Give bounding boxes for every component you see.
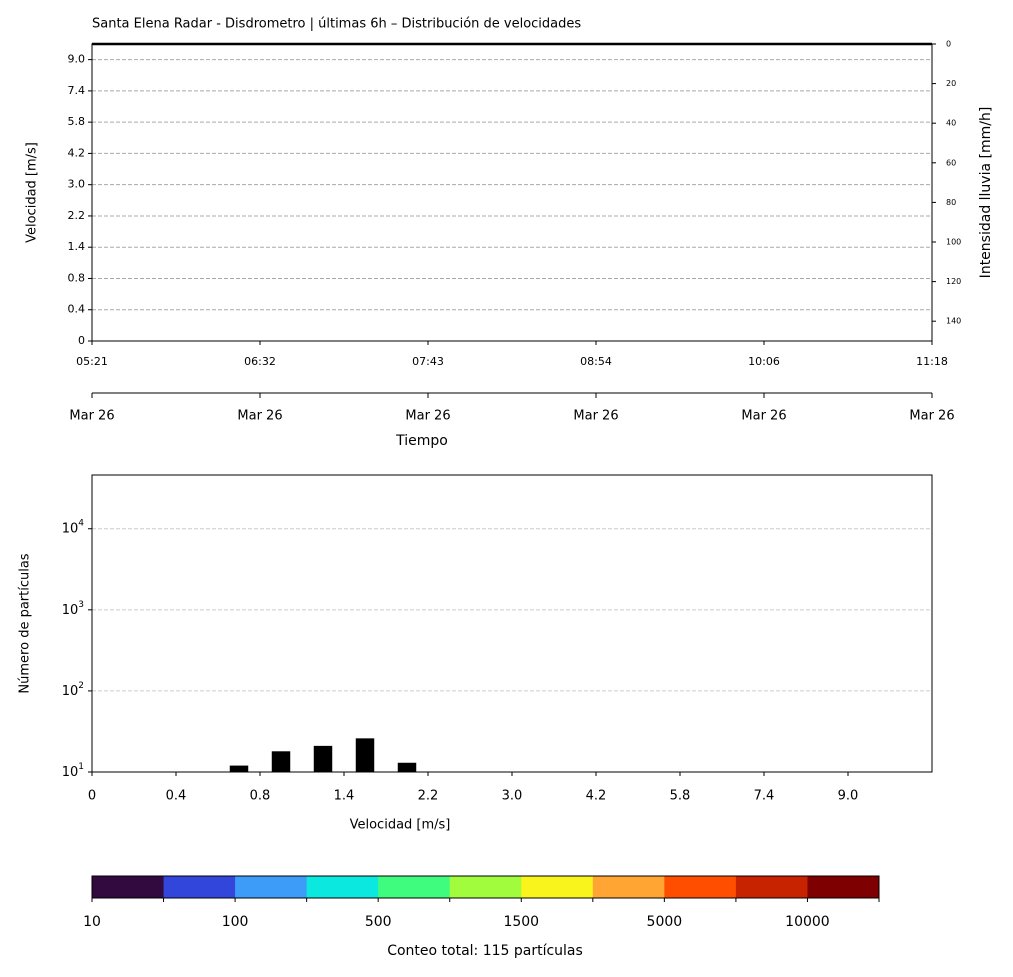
- y-tick-label: 9.0: [68, 53, 86, 66]
- colorbar-segment: [378, 876, 451, 898]
- colorbar-tick-label: 100: [222, 914, 249, 930]
- date-tick-label: Mar 26: [405, 409, 450, 424]
- y2-tick-label: 120: [946, 277, 961, 286]
- y-axis-label: Número de partículas: [18, 553, 33, 693]
- x-tick-label: 0: [88, 789, 96, 804]
- y2-tick-label: 20: [946, 79, 956, 88]
- y-tick-label: 103: [62, 599, 84, 617]
- x-axis-label: Tiempo: [395, 433, 448, 449]
- colorbar-segment: [92, 876, 165, 898]
- bar: [229, 765, 249, 772]
- y2-tick-label: 0: [946, 40, 951, 49]
- x-tick-label: 1.4: [334, 789, 355, 804]
- x-tick-label: 06:32: [244, 355, 276, 368]
- x-tick-label: 5.8: [670, 789, 691, 804]
- bar: [271, 751, 291, 772]
- tick-base: 10: [62, 602, 79, 617]
- colorbar-label: Conteo total: 115 partículas: [387, 943, 583, 959]
- y-tick-label: 104: [62, 518, 85, 536]
- y-tick-label: 102: [62, 680, 84, 698]
- y2-tick-label: 80: [946, 198, 956, 207]
- colorbar-tick-label: 10000: [785, 914, 830, 930]
- y-tick-label: 0: [78, 334, 85, 347]
- x-tick-label: 9.0: [838, 789, 859, 804]
- colorbar-segment: [449, 876, 522, 898]
- date-tick-label: Mar 26: [741, 409, 786, 424]
- y-tick-label: 0.4: [68, 303, 86, 316]
- y-tick-label: 2.2: [68, 209, 86, 222]
- colorbar-tick-label: 500: [365, 914, 392, 930]
- colorbar-segment: [235, 876, 308, 898]
- x-tick-label: 3.0: [502, 789, 523, 804]
- y-tick-label: 7.4: [68, 84, 86, 97]
- colorbar-tick-label: 10: [83, 914, 101, 930]
- y-tick-label: 3.0: [68, 178, 86, 191]
- y-tick-label: 0.8: [68, 271, 86, 284]
- plot-frame: [91, 474, 933, 773]
- x-axis-label: Velocidad [m/s]: [350, 818, 451, 833]
- colorbar-tick-label: 1500: [503, 914, 539, 930]
- colorbar-segment: [306, 876, 379, 898]
- date-tick-label: Mar 26: [573, 409, 618, 424]
- date-tick-label: Mar 26: [69, 409, 114, 424]
- tick-base: 10: [62, 521, 79, 536]
- x-tick-label: 4.2: [586, 789, 607, 804]
- y2-tick-label: 60: [946, 158, 956, 167]
- date-tick-label: Mar 26: [909, 409, 954, 424]
- colorbar-segment: [163, 876, 236, 898]
- tick-exponent: 4: [78, 518, 84, 528]
- colorbar-segment: [735, 876, 808, 898]
- x-tick-label: 05:21: [76, 355, 108, 368]
- x-tick-label: 2.2: [418, 789, 439, 804]
- y2-axis-label: Intensidad lluvia [mm/h]: [978, 107, 994, 279]
- tick-exponent: 2: [78, 680, 84, 690]
- x-tick-label: 10:06: [748, 355, 780, 368]
- colorbar-segment: [664, 876, 737, 898]
- y-tick-label: 4.2: [68, 146, 86, 159]
- bar: [355, 738, 375, 772]
- bar: [313, 745, 333, 772]
- colorbar-tick-label: 5000: [647, 914, 683, 930]
- x-tick-label: 0.4: [166, 789, 187, 804]
- y2-tick-label: 100: [946, 238, 961, 247]
- colorbar-segment: [592, 876, 665, 898]
- bar: [397, 762, 417, 772]
- y-tick-label: 1.4: [68, 240, 86, 253]
- date-tick-label: Mar 26: [237, 409, 282, 424]
- y2-tick-label: 140: [946, 317, 961, 326]
- colorbar-segment: [521, 876, 594, 898]
- tick-base: 10: [62, 765, 79, 780]
- y-tick-label: 5.8: [68, 115, 86, 128]
- plot-frame: [91, 43, 933, 342]
- x-tick-label: 11:18: [916, 355, 948, 368]
- tick-exponent: 1: [78, 762, 84, 772]
- y-axis-label: Velocidad [m/s]: [25, 142, 40, 243]
- tick-exponent: 3: [78, 599, 84, 609]
- y2-tick-label: 40: [946, 119, 956, 128]
- y-tick-label: 101: [62, 762, 84, 780]
- x-tick-label: 7.4: [754, 789, 775, 804]
- colorbar-segment: [807, 876, 880, 898]
- x-tick-label: 08:54: [580, 355, 612, 368]
- x-tick-label: 0.8: [250, 789, 271, 804]
- tick-base: 10: [62, 683, 79, 698]
- chart-title: Santa Elena Radar - Disdrometro | última…: [92, 17, 581, 32]
- x-tick-label: 07:43: [412, 355, 444, 368]
- colorbar-frame: [91, 875, 880, 899]
